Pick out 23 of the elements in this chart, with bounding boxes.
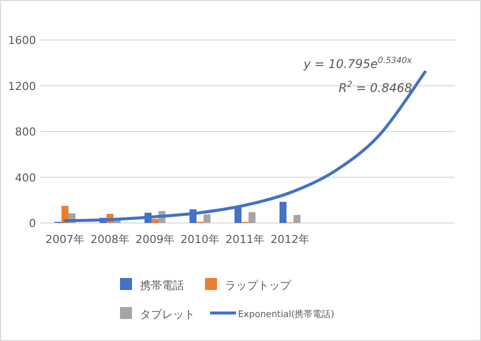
x-tick-label: 2011年	[226, 233, 264, 246]
bar	[280, 202, 286, 223]
legend-label: Exponential(携帯電話)	[238, 309, 334, 320]
y-tick-label: 1200	[8, 80, 36, 93]
bar	[294, 214, 300, 223]
legend-label: ラップトップ	[225, 279, 292, 292]
y-tick-label: 800	[15, 126, 36, 138]
legend-label: 携帯電話	[140, 279, 184, 292]
bar	[248, 212, 256, 223]
bar	[152, 218, 158, 223]
legend-label: タブレット	[140, 308, 195, 321]
x-tick-label: 2007年	[46, 233, 84, 246]
bar	[204, 214, 210, 223]
x-tick-label: 2012年	[270, 233, 310, 246]
y-tick-label: 0	[29, 217, 36, 230]
x-tick-label: 2010年	[180, 233, 220, 246]
y-tick-label: 400	[15, 171, 36, 184]
x-tick-label: 2008年	[90, 233, 130, 246]
annotation: y = 10.795e$^{0.5340x}$	[302, 55, 414, 71]
y-tick-label: 1600	[8, 34, 36, 47]
x-tick-label: 2009年	[136, 233, 174, 246]
annotation: R$^{2}$ = 0.8468	[338, 79, 412, 95]
line-series	[64, 70, 426, 222]
